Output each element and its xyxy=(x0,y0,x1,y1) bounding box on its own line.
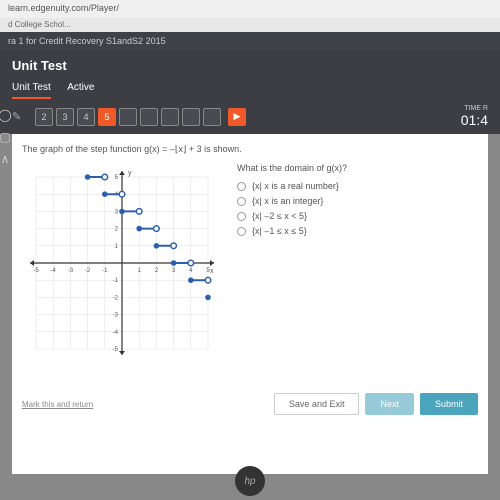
unit-title: Unit Test xyxy=(12,58,488,73)
headphones-icon[interactable]: ◯ xyxy=(0,108,12,122)
timer: TIME R 01:4 xyxy=(461,105,488,128)
question-box-5[interactable]: · xyxy=(119,108,137,126)
answer-panel: What is the domain of g(x)? {x| x is a r… xyxy=(237,163,478,363)
radio-icon xyxy=(237,182,246,191)
mark-return-link[interactable]: Mark this and return xyxy=(22,400,93,409)
answer-option-1[interactable]: {x| x is a real number} xyxy=(237,181,478,191)
tab-row: Unit Test Active xyxy=(12,77,488,99)
pencil-icon[interactable]: ✎ xyxy=(12,110,26,124)
timer-label: TIME R xyxy=(461,105,488,112)
svg-text:-3: -3 xyxy=(113,313,119,319)
tab-active[interactable]: Active xyxy=(67,82,94,97)
browser-url-bar: learn.edgenuity.com/Player/ xyxy=(0,0,500,18)
svg-text:3: 3 xyxy=(115,209,119,215)
question-text: The graph of the step function g(x) = –⌊… xyxy=(22,144,478,155)
next-button[interactable]: Next xyxy=(365,393,414,415)
svg-text:-2: -2 xyxy=(85,268,91,274)
svg-text:-1: -1 xyxy=(102,268,108,274)
svg-text:2: 2 xyxy=(115,227,119,233)
answer-option-2[interactable]: {x| x is an integer} xyxy=(237,196,478,206)
course-title: ra 1 for Credit Recovery S1andS2 2015 xyxy=(0,32,500,50)
question-content: The graph of the step function g(x) = –⌊… xyxy=(12,134,488,474)
svg-text:x: x xyxy=(210,268,214,275)
radio-icon xyxy=(237,212,246,221)
svg-text:-2: -2 xyxy=(113,295,119,301)
question-box-8[interactable]: · xyxy=(182,108,200,126)
bookmark-item[interactable]: d College Schol... xyxy=(0,18,500,32)
svg-text:3: 3 xyxy=(172,268,176,274)
answer-label: {x| –2 ≤ x < 5} xyxy=(252,211,307,221)
radio-icon xyxy=(237,227,246,236)
svg-text:-5: -5 xyxy=(33,268,39,274)
svg-text:2: 2 xyxy=(155,268,159,274)
footer: Mark this and return Save and Exit Next … xyxy=(22,393,478,415)
save-exit-button[interactable]: Save and Exit xyxy=(274,393,360,415)
svg-text:y: y xyxy=(128,170,132,177)
answer-option-4[interactable]: {x| –1 ≤ x ≤ 5} xyxy=(237,226,478,236)
svg-text:4: 4 xyxy=(189,268,193,274)
calculator-icon[interactable]: ▢ xyxy=(0,130,12,144)
svg-text:-4: -4 xyxy=(113,330,119,336)
radio-icon xyxy=(237,197,246,206)
next-arrow-button[interactable]: ▶ xyxy=(228,108,246,126)
answer-prompt: What is the domain of g(x)? xyxy=(237,163,478,173)
svg-text:1: 1 xyxy=(138,268,142,274)
svg-text:1: 1 xyxy=(115,244,119,250)
graph: -5-4-3-2-112345-5-4-3-2-112345yx xyxy=(22,163,222,363)
left-toolbar: ◯ ▢ ∧ xyxy=(0,100,12,174)
collapse-icon[interactable]: ∧ xyxy=(0,152,12,166)
svg-text:-3: -3 xyxy=(68,268,74,274)
submit-button[interactable]: Submit xyxy=(420,393,478,415)
tab-unit-test[interactable]: Unit Test xyxy=(12,82,51,99)
question-nav: ✎ 2345····· ▶ TIME R 01:4 xyxy=(0,99,500,134)
svg-text:-1: -1 xyxy=(113,278,119,284)
svg-text:-4: -4 xyxy=(51,268,57,274)
answer-label: {x| x is a real number} xyxy=(252,181,339,191)
svg-text:5: 5 xyxy=(115,175,119,181)
answer-label: {x| –1 ≤ x ≤ 5} xyxy=(252,226,307,236)
answer-label: {x| x is an integer} xyxy=(252,196,323,206)
lesson-header: Unit Test Unit Test Active xyxy=(0,50,500,99)
svg-text:-5: -5 xyxy=(113,347,119,353)
question-box-6[interactable]: · xyxy=(140,108,158,126)
question-box-2[interactable]: 3 xyxy=(56,108,74,126)
question-box-4[interactable]: 5 xyxy=(98,108,116,126)
question-box-1[interactable]: 2 xyxy=(35,108,53,126)
question-box-3[interactable]: 4 xyxy=(77,108,95,126)
question-box-9[interactable]: · xyxy=(203,108,221,126)
timer-value: 01:4 xyxy=(461,112,488,128)
laptop-brand-logo: hp xyxy=(235,466,265,496)
answer-option-3[interactable]: {x| –2 ≤ x < 5} xyxy=(237,211,478,221)
question-box-7[interactable]: · xyxy=(161,108,179,126)
